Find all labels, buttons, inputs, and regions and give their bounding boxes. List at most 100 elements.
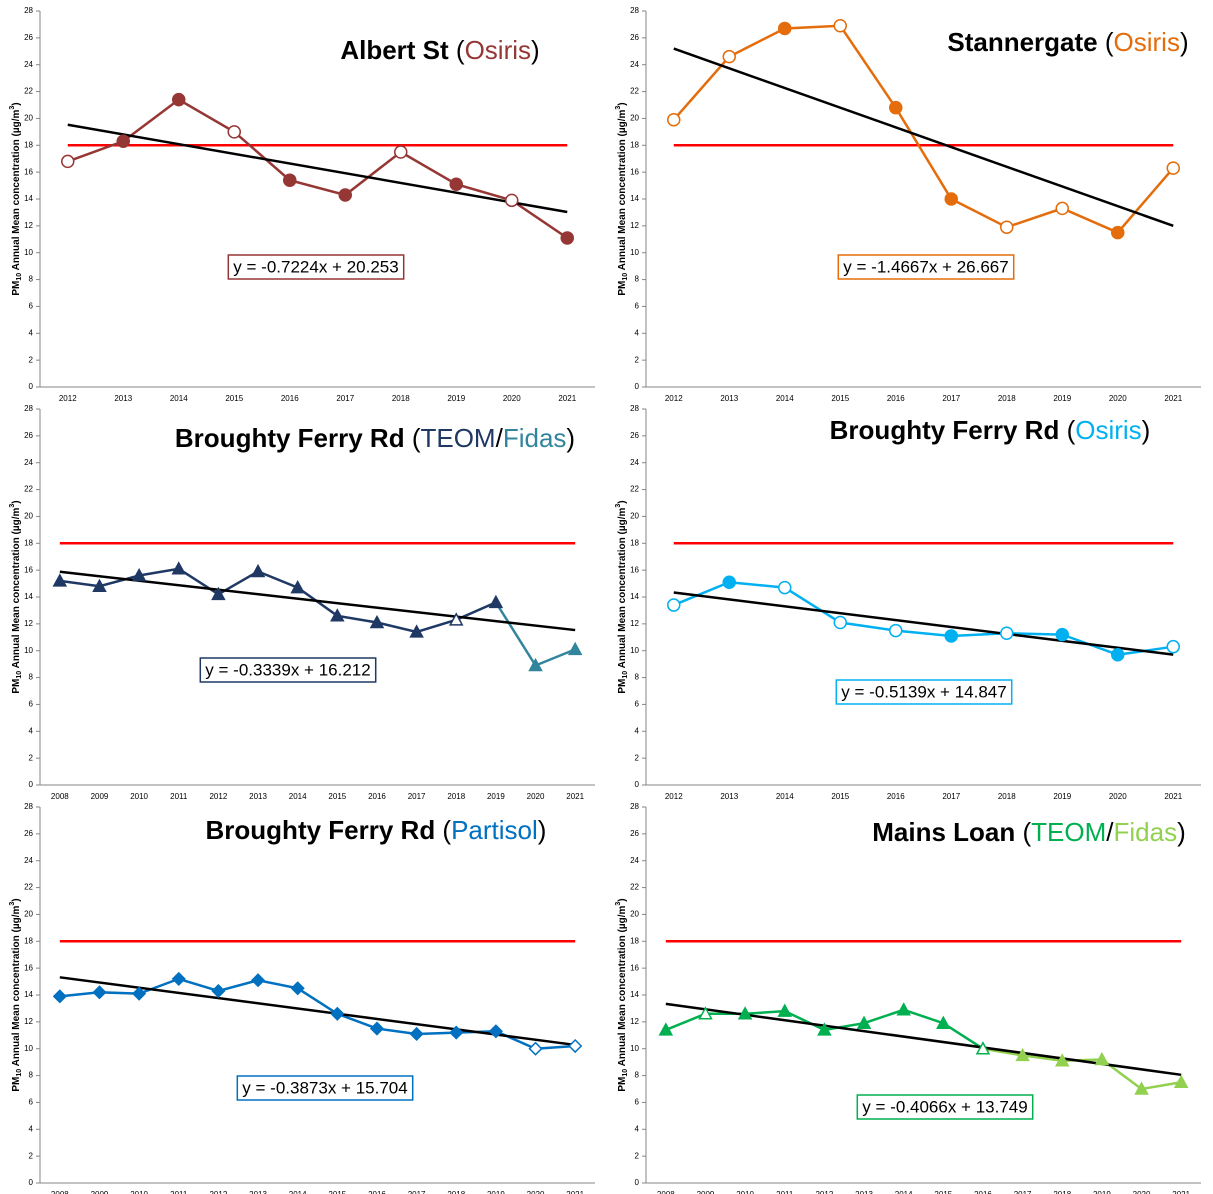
y-tick-label: 22 xyxy=(24,485,33,494)
y-axis-label-part: PM xyxy=(617,679,628,694)
y-axis-label-part: 3 xyxy=(9,902,16,906)
y-tick-label: 16 xyxy=(630,565,639,574)
title-part: Broughty Ferry Rd xyxy=(175,423,405,453)
x-tick-label: 2017 xyxy=(942,394,960,403)
x-tick-label: 2021 xyxy=(1164,394,1182,403)
equation-box xyxy=(856,1094,1034,1120)
y-axis-label-part: 10 xyxy=(16,273,23,281)
y-tick-label: 10 xyxy=(24,646,33,655)
marker xyxy=(290,981,305,996)
x-tick-label: 2012 xyxy=(665,394,683,403)
y-tick-label: 14 xyxy=(630,990,639,999)
x-tick-label: 2016 xyxy=(887,792,905,801)
marker xyxy=(61,154,75,169)
title-part: ) xyxy=(1142,415,1151,445)
x-tick-label: 2013 xyxy=(720,394,738,403)
y-tick-label: 14 xyxy=(630,194,639,203)
y-tick-label: 28 xyxy=(24,802,33,811)
marker xyxy=(777,1003,793,1017)
equation-label: y = -0.7224x + 20.253 xyxy=(233,257,398,276)
y-tick-label: 18 xyxy=(24,538,33,547)
x-tick-label: 2017 xyxy=(408,792,426,801)
y-tick-label: 16 xyxy=(24,167,33,176)
y-axis-label-part: 10 xyxy=(622,671,629,679)
data-line xyxy=(59,567,497,634)
y-tick-label: 4 xyxy=(635,328,640,337)
y-axis-label-part: 3 xyxy=(615,106,622,110)
x-tick-label: 2011 xyxy=(170,792,188,801)
marker xyxy=(92,985,107,1000)
marker xyxy=(449,177,463,191)
marker xyxy=(778,580,792,595)
chart-title: Broughty Ferry Rd (Partisol) xyxy=(206,815,547,845)
marker xyxy=(698,1006,713,1020)
x-tick-label: 2015 xyxy=(225,394,243,403)
y-tick-label: 22 xyxy=(24,87,33,96)
y-tick-label: 14 xyxy=(24,990,33,999)
y-tick-label: 16 xyxy=(630,167,639,176)
title-part: / xyxy=(496,423,504,453)
x-tick-label: 2021 xyxy=(558,394,576,403)
y-tick-label: 6 xyxy=(635,700,640,709)
y-tick-label: 20 xyxy=(630,910,639,919)
y-tick-label: 28 xyxy=(24,6,33,15)
y-tick-label: 0 xyxy=(29,780,34,789)
x-tick-label: 2017 xyxy=(408,1190,426,1194)
x-tick-label: 2009 xyxy=(91,1190,109,1194)
marker xyxy=(567,641,583,656)
marker xyxy=(369,614,385,629)
marker xyxy=(889,623,903,638)
chart-title: Albert St (Osiris) xyxy=(340,35,539,65)
y-tick-label: 2 xyxy=(635,355,640,364)
y-tick-label: 26 xyxy=(24,431,33,440)
y-tick-label: 0 xyxy=(635,1178,640,1187)
y-tick-label: 10 xyxy=(24,248,33,257)
y-axis-label-part: Annual Mean concentration (µg/m xyxy=(11,906,22,1069)
y-tick-label: 6 xyxy=(29,302,34,311)
y-axis-label-part: PM xyxy=(11,1077,22,1092)
equation-label: y = -0.3339x + 16.212 xyxy=(205,660,370,679)
y-tick-label: 18 xyxy=(630,936,639,945)
trend-line xyxy=(59,976,576,1047)
chart-title: Stannergate (Osiris) xyxy=(947,27,1188,57)
x-tick-label: 2019 xyxy=(447,394,465,403)
marker xyxy=(92,578,107,593)
chart-panel: 0246810121416182022242628200820092010201… xyxy=(615,802,1201,1194)
marker xyxy=(1015,1047,1030,1062)
marker xyxy=(528,1041,543,1056)
marker xyxy=(667,113,681,127)
y-tick-label: 4 xyxy=(29,328,34,337)
marker xyxy=(1000,626,1014,641)
x-tick-label: 2010 xyxy=(130,792,148,801)
y-tick-label: 20 xyxy=(24,114,33,123)
y-tick-label: 4 xyxy=(635,1124,640,1133)
title-part: ( xyxy=(1098,27,1114,57)
x-tick-label: 2013 xyxy=(720,792,738,801)
y-tick-label: 12 xyxy=(24,221,33,230)
y-tick-label: 10 xyxy=(630,646,639,655)
marker xyxy=(1054,1053,1070,1067)
equation-box xyxy=(835,679,1013,705)
x-tick-label: 2014 xyxy=(289,1190,307,1194)
y-tick-label: 14 xyxy=(24,194,33,203)
x-tick-label: 2012 xyxy=(59,394,77,403)
y-tick-label: 6 xyxy=(635,1098,640,1107)
x-tick-label: 2021 xyxy=(1172,1190,1190,1194)
equation-label: y = -0.4066x + 13.749 xyxy=(862,1097,1027,1116)
marker xyxy=(171,971,186,986)
marker xyxy=(211,983,226,999)
y-axis-label-part: PM xyxy=(617,281,628,296)
y-tick-label: 28 xyxy=(630,802,639,811)
y-axis-label-part: Annual Mean concentration (µg/m xyxy=(11,508,22,671)
marker xyxy=(1094,1051,1110,1066)
equation-label: y = -0.3873x + 15.704 xyxy=(242,1078,407,1097)
x-tick-label: 2013 xyxy=(249,1190,267,1194)
x-tick-label: 2017 xyxy=(336,394,354,403)
x-tick-label: 2019 xyxy=(1053,792,1071,801)
y-tick-label: 0 xyxy=(29,1178,34,1187)
y-tick-label: 18 xyxy=(24,936,33,945)
y-axis-label-part: 3 xyxy=(9,106,16,110)
y-tick-label: 12 xyxy=(630,1017,639,1026)
title-part: ) xyxy=(531,35,540,65)
x-tick-label: 2012 xyxy=(665,792,683,801)
